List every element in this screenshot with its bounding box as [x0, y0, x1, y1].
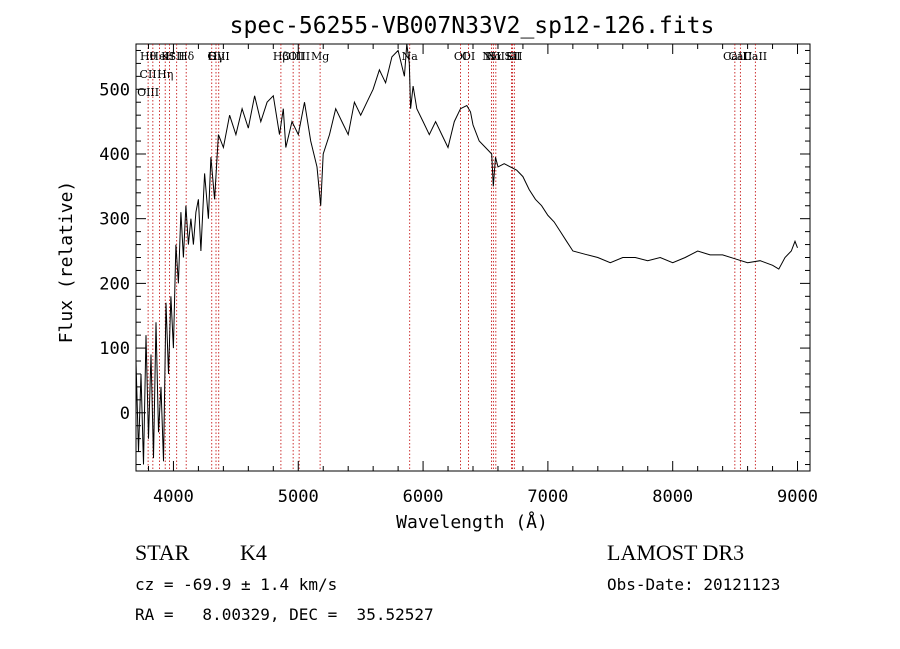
- y-tick-label-3: 300: [99, 210, 130, 230]
- flux-series: [135, 43, 798, 465]
- y-tick-label-5: 500: [99, 80, 130, 100]
- line-label-3-0: K: [161, 50, 170, 63]
- object-class: STAR: [135, 540, 190, 565]
- line-label-0-1: CII: [140, 68, 157, 81]
- line-label-13-0: Mg: [311, 50, 329, 63]
- x-axis-label: Wavelength (Å): [396, 511, 548, 533]
- x-tick-label-2: 6000: [403, 487, 444, 507]
- line-label-8-0: Hγ: [208, 50, 225, 63]
- y-tick-label-0: 0: [120, 404, 130, 424]
- y-axis-label: Flux (relative): [56, 181, 77, 344]
- line-label-10-0: Hβ: [273, 50, 289, 63]
- line-label-22-0: SII: [506, 50, 522, 63]
- y-axis-ticks: 0 100 200 300 400 500: [99, 49, 810, 466]
- line-label-18-0: Hα: [485, 50, 503, 63]
- line-label-7-0: G: [207, 50, 216, 63]
- x-tick-label-4: 8000: [652, 487, 693, 507]
- line-label-4-0: H: [165, 50, 175, 63]
- plot-frame: [135, 43, 811, 472]
- line-label-0-2: OIII: [137, 86, 159, 99]
- line-label-21-0: SII: [504, 50, 520, 63]
- survey-name: LAMOST DR3: [607, 540, 745, 565]
- line-label-20-0: Li: [506, 50, 517, 63]
- line-label-5-0: SII: [169, 50, 185, 63]
- line-label-12-0: OIII: [288, 50, 310, 63]
- line-label-2-0: HeI: [149, 50, 169, 63]
- x-tick-label-1: 5000: [278, 487, 319, 507]
- line-label-19-0: NII: [487, 50, 505, 63]
- coordinates-text: RA = 8.00329, DEC = 35.52527: [135, 605, 434, 624]
- line-label-16-0: OI: [462, 50, 475, 63]
- x-tick-label-5: 9000: [777, 487, 818, 507]
- object-subclass: K4: [240, 540, 267, 565]
- line-label-23-0: CaII: [723, 50, 747, 63]
- line-label-25-0: CaII: [743, 50, 767, 63]
- line-label-17-0: NII: [482, 50, 500, 63]
- redshift-text: cz = -69.9 ± 1.4 km/s: [135, 575, 338, 594]
- line-label-0-0: Hθ: [140, 50, 157, 63]
- y-tick-label-1: 100: [99, 339, 130, 359]
- x-tick-label-3: 7000: [527, 487, 568, 507]
- line-label-6-0: Hδ: [178, 50, 195, 63]
- y-tick-label-4: 400: [99, 145, 130, 165]
- series-line-0: [135, 43, 798, 465]
- y-tick-label-2: 200: [99, 274, 130, 294]
- observation-date: Obs-Date: 20121123: [607, 575, 781, 594]
- x-axis-ticks: 4000 5000 6000 7000 8000 9000: [147, 44, 818, 507]
- line-label-14-0: Na: [402, 50, 419, 63]
- line-label-15-0: OI: [454, 50, 467, 63]
- line-label-9-0: OIII: [208, 50, 230, 63]
- line-label-3-1: Hη: [157, 68, 173, 81]
- x-tick-label-0: 4000: [153, 487, 194, 507]
- chart-title: spec-56255-VB007N33V2_sp12-126.fits: [230, 13, 715, 39]
- line-label-24-0: CaII: [729, 50, 753, 63]
